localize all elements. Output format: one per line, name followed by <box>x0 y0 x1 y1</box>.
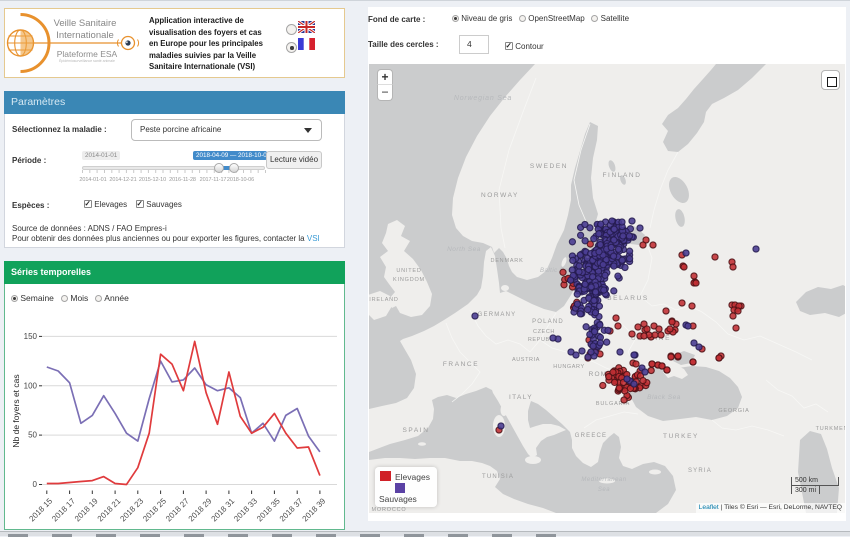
svg-text:2018 19: 2018 19 <box>73 496 100 523</box>
svg-text:2018 23: 2018 23 <box>118 496 145 523</box>
svg-text:IRELAND: IRELAND <box>369 297 398 303</box>
svg-text:AUSTRIA: AUSTRIA <box>512 357 540 363</box>
svg-text:Black Sea: Black Sea <box>647 394 681 401</box>
svg-text:GERMANY: GERMANY <box>478 312 517 318</box>
svg-text:2018 29: 2018 29 <box>187 496 214 523</box>
svg-text:ITALY: ITALY <box>509 394 533 401</box>
svg-text:TUNISIA: TUNISIA <box>482 474 514 480</box>
svg-text:MOROCCO: MOROCCO <box>372 507 407 513</box>
svg-text:Sea: Sea <box>598 487 610 493</box>
svg-text:2018 21: 2018 21 <box>96 496 123 523</box>
svg-text:Nb de foyers et cas: Nb de foyers et cas <box>11 374 21 447</box>
svg-text:50: 50 <box>28 431 37 440</box>
svg-text:FINLAND: FINLAND <box>602 172 641 179</box>
svg-text:0: 0 <box>33 480 38 489</box>
svg-text:Mediterranean: Mediterranean <box>581 477 626 483</box>
svg-text:100: 100 <box>24 381 38 390</box>
svg-text:BULGARIA: BULGARIA <box>596 401 630 407</box>
svg-text:FRANCE: FRANCE <box>443 361 479 368</box>
svg-text:BELARUS: BELARUS <box>607 295 649 302</box>
svg-text:TURKEY: TURKEY <box>663 433 699 440</box>
svg-text:POLAND: POLAND <box>532 319 564 325</box>
svg-text:REPUBLIC: REPUBLIC <box>528 337 560 343</box>
svg-text:HUNGARY: HUNGARY <box>553 364 585 370</box>
svg-text:2018 31: 2018 31 <box>209 496 236 523</box>
svg-text:2018 27: 2018 27 <box>164 496 191 523</box>
svg-text:2018 25: 2018 25 <box>141 496 168 523</box>
svg-text:SPAIN: SPAIN <box>402 427 429 434</box>
svg-text:GREECE: GREECE <box>575 433 608 439</box>
svg-text:SYRIA: SYRIA <box>688 468 712 474</box>
svg-text:2018 17: 2018 17 <box>50 496 77 523</box>
svg-text:DENMARK: DENMARK <box>490 258 523 264</box>
svg-text:North Sea: North Sea <box>447 246 481 253</box>
svg-text:2018 33: 2018 33 <box>232 496 259 523</box>
svg-text:KINGDOM: KINGDOM <box>393 277 425 283</box>
svg-text:150: 150 <box>24 332 38 341</box>
svg-text:GEORGIA: GEORGIA <box>718 408 749 414</box>
svg-text:TURKMEN: TURKMEN <box>816 426 845 432</box>
svg-text:Baltic Sea: Baltic Sea <box>540 268 572 274</box>
svg-text:2018 37: 2018 37 <box>278 496 305 523</box>
svg-text:Norwegian Sea: Norwegian Sea <box>454 95 512 102</box>
svg-text:CZECH: CZECH <box>533 329 555 335</box>
svg-text:2018 35: 2018 35 <box>255 496 282 523</box>
svg-text:SWEDEN: SWEDEN <box>530 163 568 170</box>
svg-text:NORWAY: NORWAY <box>481 192 519 199</box>
svg-text:UNITED: UNITED <box>396 268 421 274</box>
svg-text:2018 39: 2018 39 <box>300 496 327 523</box>
svg-text:2018 15: 2018 15 <box>27 496 54 523</box>
